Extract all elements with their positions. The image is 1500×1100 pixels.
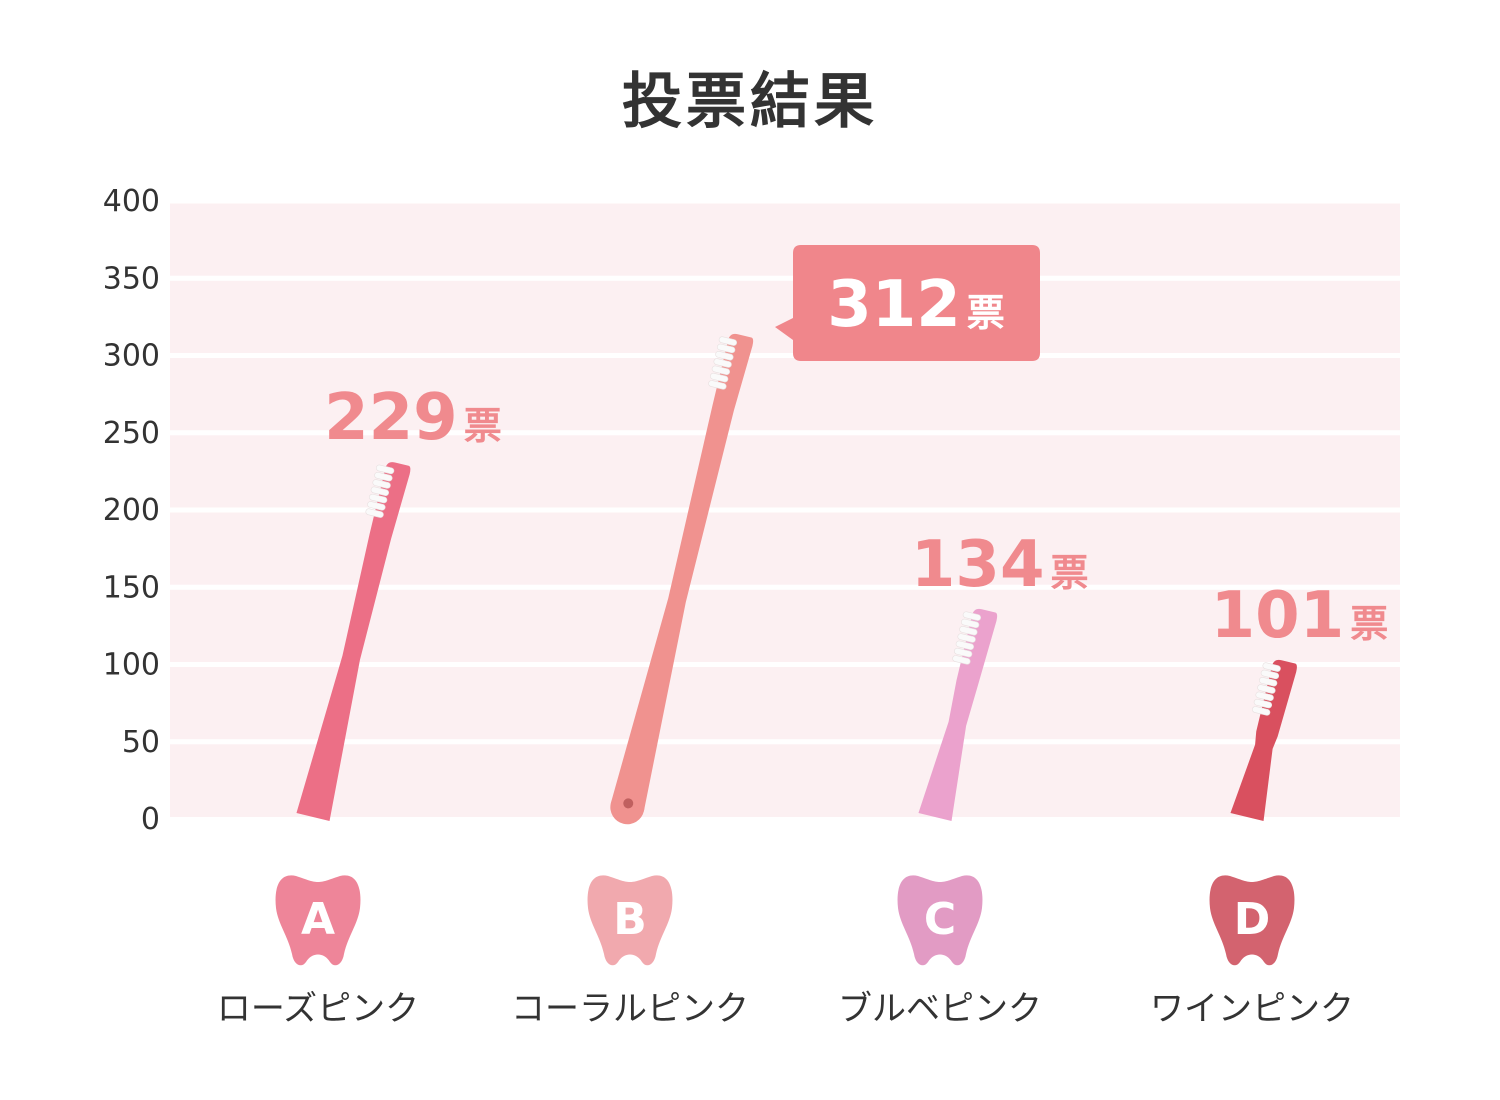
- bristle: [710, 372, 729, 383]
- value-label-b: 312 票: [827, 268, 1005, 342]
- bristle: [1262, 662, 1281, 672]
- value-unit: 票: [1050, 551, 1088, 595]
- bristle: [368, 493, 388, 504]
- y-tick-label: 0: [141, 802, 160, 837]
- value-label-d: 101 票: [1211, 579, 1389, 653]
- category-letter: A: [301, 894, 335, 945]
- toothbrush-body: [296, 462, 411, 821]
- value-callout: [775, 245, 1040, 361]
- value-unit: 票: [967, 291, 1005, 335]
- y-tick-label: 400: [103, 184, 160, 219]
- y-tick-label: 100: [103, 648, 160, 683]
- tooth-shape: [587, 875, 673, 966]
- y-tick-label: 200: [103, 493, 160, 528]
- toothbrush-body: [610, 333, 754, 825]
- toothbrush-body: [1230, 659, 1297, 821]
- bristle: [1257, 684, 1276, 694]
- toothbrush-handle: [1230, 659, 1297, 821]
- bristle: [375, 464, 395, 475]
- category-letter: B: [613, 894, 647, 945]
- tooth-shape: [897, 875, 983, 966]
- value-number: 312: [827, 268, 961, 342]
- bristle: [711, 365, 731, 376]
- toothbrush-handle: [610, 333, 754, 812]
- tooth-icon: C: [897, 875, 983, 966]
- toothbrush-c: [918, 608, 998, 821]
- bristle: [365, 508, 384, 518]
- bristle: [713, 358, 732, 368]
- bristle: [961, 618, 980, 629]
- bristle: [952, 655, 971, 665]
- bristle: [1260, 669, 1280, 680]
- bristle: [718, 336, 738, 346]
- bristle: [374, 471, 393, 482]
- toothbrush-handle: [296, 462, 411, 821]
- toothbrush-b: [610, 333, 754, 825]
- toothbrush-handle: [918, 608, 998, 821]
- bristle: [955, 640, 975, 651]
- value-number: 229: [324, 381, 458, 455]
- tooth-icon: B: [587, 875, 673, 966]
- bristle: [959, 626, 978, 636]
- category-name: ブルベピンク: [838, 989, 1042, 1029]
- y-tick-label: 250: [103, 416, 160, 451]
- bristle: [715, 351, 734, 361]
- chart-title: 投票結果: [622, 67, 878, 137]
- category-name: ワインピンク: [1150, 989, 1354, 1029]
- category-letter: D: [1234, 894, 1271, 945]
- tooth-icon: D: [1209, 875, 1295, 966]
- toothbrush-body: [918, 608, 998, 821]
- bristle: [1259, 677, 1278, 687]
- category-name: コーラルピンク: [511, 989, 749, 1029]
- bristle: [1255, 691, 1274, 702]
- value-label-a: 229 票: [324, 381, 502, 455]
- y-tick-label: 150: [103, 570, 160, 605]
- bristle: [372, 479, 391, 489]
- value-unit: 票: [464, 404, 502, 448]
- category-name: ローズピンク: [217, 989, 419, 1029]
- bristle: [957, 633, 976, 643]
- y-tick-label: 300: [103, 339, 160, 374]
- bristle: [708, 380, 727, 390]
- bristle: [954, 647, 973, 658]
- value-label-c: 134 票: [911, 528, 1089, 602]
- value-unit: 票: [1350, 602, 1388, 646]
- bristle: [717, 343, 736, 354]
- value-number: 101: [1211, 579, 1345, 653]
- category-letter: C: [924, 894, 956, 945]
- bristle: [962, 611, 982, 621]
- tooth-shape: [275, 875, 361, 966]
- toothbrush-a: [296, 462, 411, 821]
- bristle: [370, 486, 390, 496]
- toothbrush-hole: [623, 798, 634, 809]
- bristle: [1252, 706, 1271, 716]
- bristle: [367, 501, 386, 511]
- tooth-shape: [1209, 875, 1295, 966]
- bristle: [1253, 698, 1273, 709]
- y-tick-label: 50: [122, 725, 160, 760]
- tooth-icon: A: [275, 875, 361, 966]
- y-tick-label: 350: [103, 261, 160, 296]
- value-number: 134: [911, 528, 1045, 602]
- toothbrush-d: [1230, 659, 1297, 821]
